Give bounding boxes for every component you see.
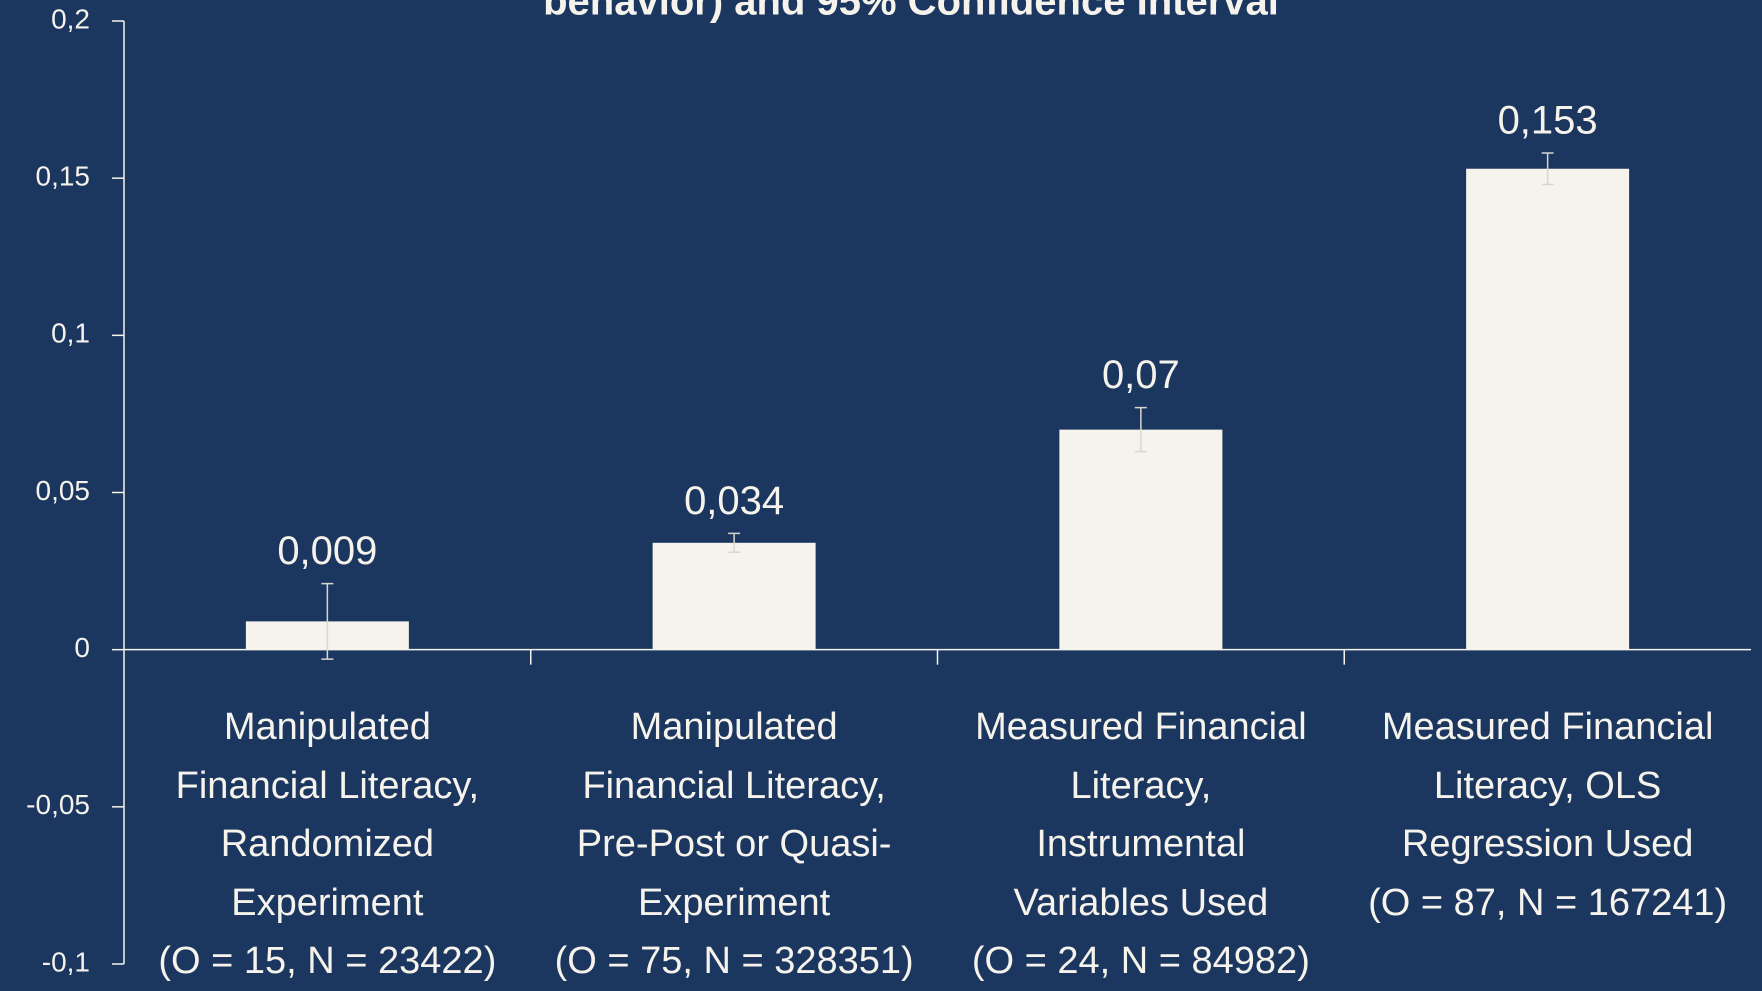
- x-tick-label: Manipulated Financial Literacy, Pre-Post…: [554, 706, 914, 982]
- x-tick-label: Manipulated Financial Literacy, Randomiz…: [158, 706, 497, 982]
- value-label: 0,034: [684, 479, 784, 523]
- chart-title: behavior) and 95% Confidence Interval: [543, 0, 1279, 24]
- value-label: 0,07: [1102, 353, 1180, 397]
- y-tick-label: -0,05: [26, 789, 90, 820]
- error-bar: [1541, 152, 1554, 186]
- error-bar: [1134, 406, 1147, 453]
- y-tick-label: 0,2: [51, 3, 90, 34]
- bar: [652, 542, 816, 650]
- y-tick-label: 0,1: [51, 318, 90, 349]
- x-tick-label: Measured Financial Literacy, Instrumenta…: [971, 706, 1310, 982]
- y-tick-label: -0,1: [42, 946, 90, 977]
- value-label: 0,009: [277, 529, 377, 573]
- y-tick-label: 0,15: [36, 161, 91, 192]
- y-tick-label: 0,05: [36, 475, 91, 506]
- error-bar: [321, 582, 334, 660]
- error-bar: [728, 532, 741, 553]
- y-tick-label: 0: [74, 632, 90, 663]
- bar: [1466, 168, 1630, 650]
- value-label: 0,153: [1498, 99, 1598, 143]
- bar: [1059, 429, 1223, 650]
- x-tick-label: Measured Financial Literacy, OLS Regress…: [1368, 706, 1728, 924]
